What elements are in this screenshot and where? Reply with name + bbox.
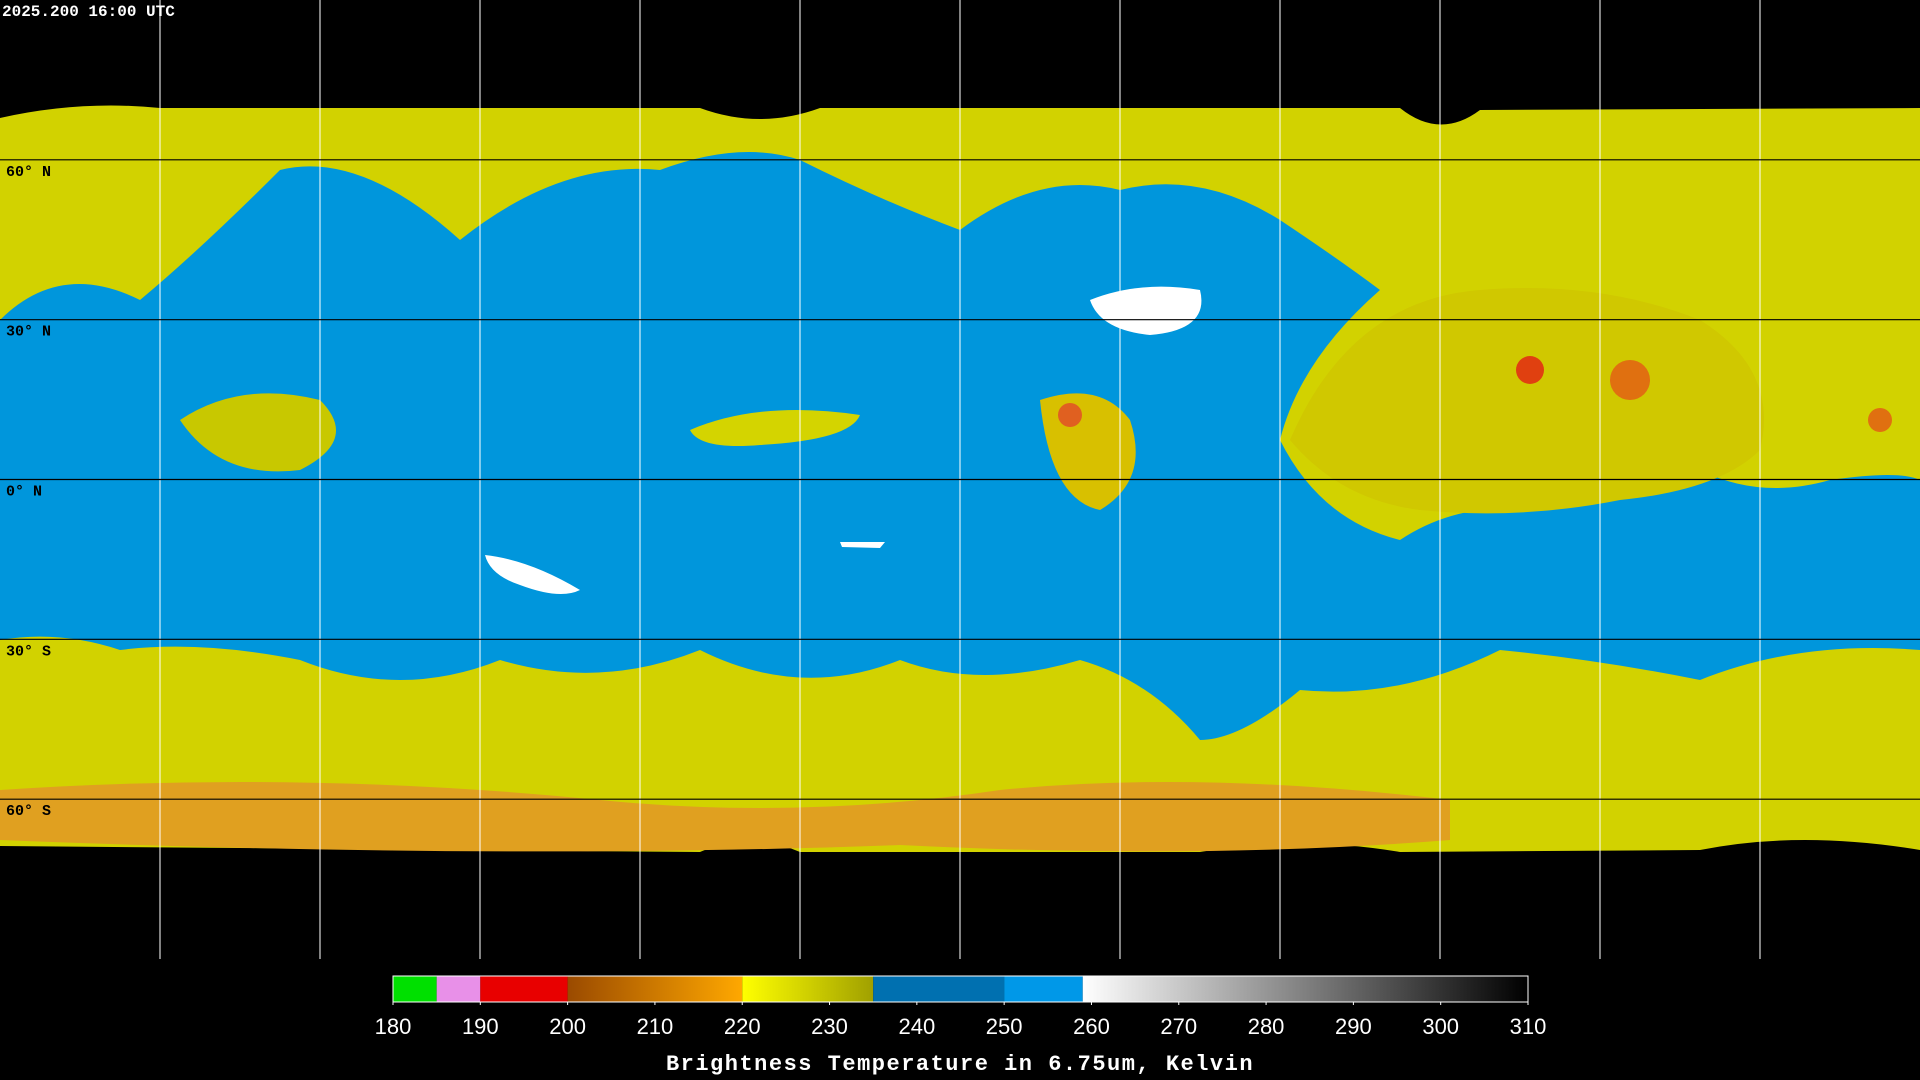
colorbar-tick-label: 300 [1422, 1014, 1459, 1039]
lat-label: 60° S [6, 803, 51, 820]
colorbar-tick-label: 240 [898, 1014, 935, 1039]
convection [1610, 360, 1650, 400]
lat-label: 0° N [6, 484, 42, 501]
convection [1058, 403, 1082, 427]
colorbar-tick-label: 310 [1510, 1014, 1547, 1039]
lat-label: 30° S [6, 643, 51, 660]
cloud [690, 410, 860, 446]
colorbar-frame [392, 975, 1529, 1003]
colorbar-segment [1082, 976, 1528, 1002]
convection [1516, 356, 1544, 384]
convection [1868, 408, 1892, 432]
colorbar-segment [567, 976, 743, 1002]
cloud [1290, 288, 1764, 514]
colorbar-segment [393, 976, 437, 1002]
colorbar-tick-label: 230 [811, 1014, 848, 1039]
graticule: 60° N 30° N 0° N 30° S 60° S [6, 0, 1761, 959]
colorbar-tick-label: 210 [637, 1014, 674, 1039]
colorbar-tick-label: 260 [1073, 1014, 1110, 1039]
colorbar-tick-label: 190 [462, 1014, 499, 1039]
lat-label: 30° N [6, 324, 51, 341]
warm-spot [1090, 286, 1202, 335]
warm-spot [840, 542, 885, 548]
colorbar-segment [873, 976, 1005, 1002]
warm-spot [485, 555, 580, 594]
lat-label: 60° N [6, 164, 51, 181]
colorbar-tick-label: 220 [724, 1014, 761, 1039]
cloud [180, 393, 336, 472]
colorbar-tick-label: 290 [1335, 1014, 1372, 1039]
colorbar-segment [1004, 976, 1083, 1002]
colorbar-segment [742, 976, 874, 1002]
colorbar-tick-label: 180 [375, 1014, 412, 1039]
colorbar-label: Brightness Temperature in 6.75um, Kelvin [666, 1052, 1254, 1077]
colorbar-tick-label: 270 [1160, 1014, 1197, 1039]
colorbar: 180 190 200 210 220 230 240 250 260 270 280 290 300 3… [375, 975, 1547, 1077]
timestamp: 2025.200 16:00 UTC [2, 3, 175, 21]
colorbar-tick-label: 250 [986, 1014, 1023, 1039]
colorbar-tick-label: 280 [1248, 1014, 1285, 1039]
colorbar-segment [480, 976, 568, 1002]
colorbar-tick-label: 200 [549, 1014, 586, 1039]
colorbar-segment [436, 976, 481, 1002]
